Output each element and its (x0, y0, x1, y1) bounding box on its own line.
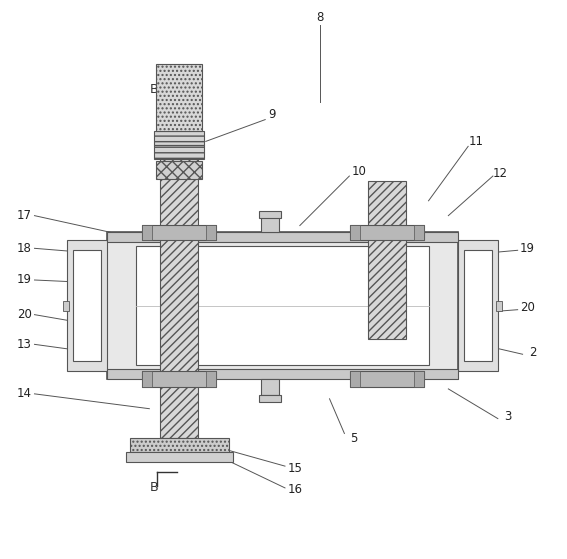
Text: 16: 16 (287, 484, 302, 496)
Text: 14: 14 (17, 387, 32, 400)
Bar (125, 452, 232, 462)
Text: 13: 13 (17, 338, 32, 351)
Bar (414, 225, 424, 240)
Bar (142, 371, 215, 387)
Bar (261, 217, 279, 233)
Text: 2: 2 (529, 346, 536, 359)
Bar (142, 225, 153, 240)
Bar (464, 250, 492, 361)
Text: 12: 12 (492, 167, 507, 179)
Text: 18: 18 (17, 242, 32, 255)
Bar (350, 225, 360, 240)
Bar (206, 371, 215, 387)
Bar (107, 233, 458, 379)
Bar (414, 371, 424, 387)
Text: 19: 19 (520, 242, 535, 255)
Bar (368, 181, 406, 339)
Text: 5: 5 (350, 432, 358, 445)
Bar (458, 240, 498, 371)
Bar (67, 240, 107, 371)
Bar (156, 161, 202, 179)
Bar (259, 211, 281, 217)
Text: B: B (149, 481, 158, 494)
Bar (154, 131, 204, 145)
Text: 17: 17 (17, 209, 32, 222)
Bar (350, 371, 424, 387)
Bar (206, 225, 215, 240)
Text: 9: 9 (268, 108, 276, 121)
Bar (261, 379, 279, 395)
Bar (137, 247, 429, 365)
Text: B: B (149, 83, 158, 96)
Text: 19: 19 (17, 273, 32, 287)
Bar (107, 233, 458, 243)
Text: 3: 3 (504, 410, 511, 423)
Bar (350, 371, 360, 387)
Bar (154, 145, 204, 159)
Text: 15: 15 (287, 462, 302, 475)
Bar (156, 64, 202, 131)
Bar (63, 301, 69, 311)
Text: 20: 20 (520, 301, 535, 314)
Text: 20: 20 (17, 308, 32, 321)
Text: 8: 8 (316, 11, 323, 24)
Bar (160, 112, 198, 438)
Bar (259, 395, 281, 402)
Bar (129, 438, 229, 452)
Text: 11: 11 (468, 135, 484, 148)
Bar (142, 371, 153, 387)
Bar (107, 369, 458, 379)
Bar (496, 301, 502, 311)
Bar (142, 225, 215, 240)
Text: 10: 10 (352, 164, 367, 178)
Bar (73, 250, 101, 361)
Bar (350, 225, 424, 240)
